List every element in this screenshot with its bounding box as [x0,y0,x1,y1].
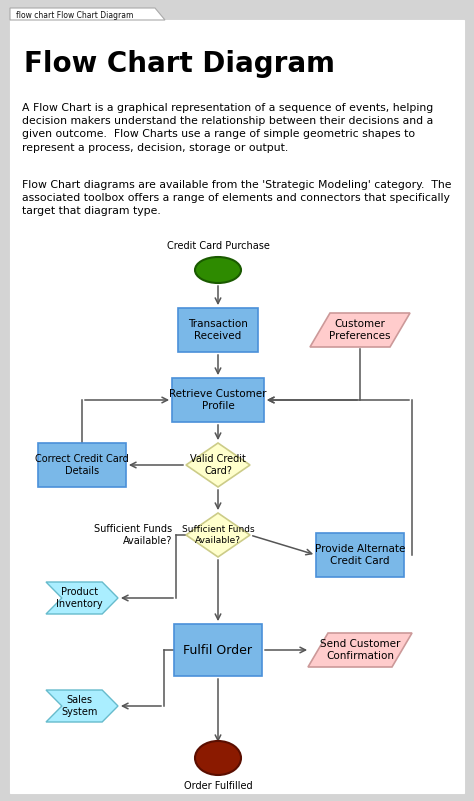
Text: Retrieve Customer
Profile: Retrieve Customer Profile [169,389,267,411]
Text: Fulfil Order: Fulfil Order [183,643,253,657]
Text: Valid Credit
Card?: Valid Credit Card? [190,454,246,476]
Bar [174,624,262,676]
Polygon shape [186,513,250,557]
Text: Order Fulfilled: Order Fulfilled [184,781,252,791]
Text: Flow Chart Diagram: Flow Chart Diagram [24,50,335,78]
Text: Customer
Preferences: Customer Preferences [329,320,391,340]
Text: flow chart Flow Chart Diagram: flow chart Flow Chart Diagram [16,10,133,19]
Text: Sales
System: Sales System [62,695,98,717]
Text: Correct Credit Card
Details: Correct Credit Card Details [35,454,129,476]
Bar [178,308,258,352]
Polygon shape [310,313,410,347]
Text: Flow Chart diagrams are available from the 'Strategic Modeling' category.  The
a: Flow Chart diagrams are available from t… [22,180,452,216]
Text: Sufficient Funds
Available?: Sufficient Funds Available? [94,524,172,545]
Polygon shape [10,8,165,20]
Polygon shape [46,690,118,722]
Text: Product
Inventory: Product Inventory [56,587,103,609]
Text: Transaction
Received: Transaction Received [188,320,248,340]
Bar [316,533,404,577]
Ellipse shape [195,257,241,283]
Text: Provide Alternate
Credit Card: Provide Alternate Credit Card [315,544,405,566]
Text: Credit Card Purchase: Credit Card Purchase [166,241,269,251]
Bar [38,443,126,487]
Polygon shape [46,582,118,614]
Ellipse shape [195,741,241,775]
Polygon shape [186,443,250,487]
Text: Sufficient Funds
Available?: Sufficient Funds Available? [182,525,255,545]
Polygon shape [308,633,412,667]
Bar [172,378,264,422]
Text: A Flow Chart is a graphical representation of a sequence of events, helping
deci: A Flow Chart is a graphical representati… [22,103,433,153]
Text: Send Customer
Confirmation: Send Customer Confirmation [320,639,400,661]
